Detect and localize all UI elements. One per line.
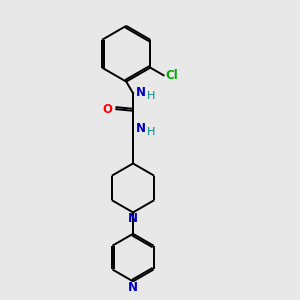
Text: Cl: Cl — [165, 69, 178, 82]
Text: O: O — [103, 103, 112, 116]
Text: H: H — [147, 127, 156, 137]
Text: N: N — [136, 122, 146, 135]
Text: N: N — [128, 281, 138, 294]
Text: N: N — [136, 86, 146, 99]
Text: H: H — [147, 91, 156, 101]
Text: N: N — [128, 212, 138, 225]
